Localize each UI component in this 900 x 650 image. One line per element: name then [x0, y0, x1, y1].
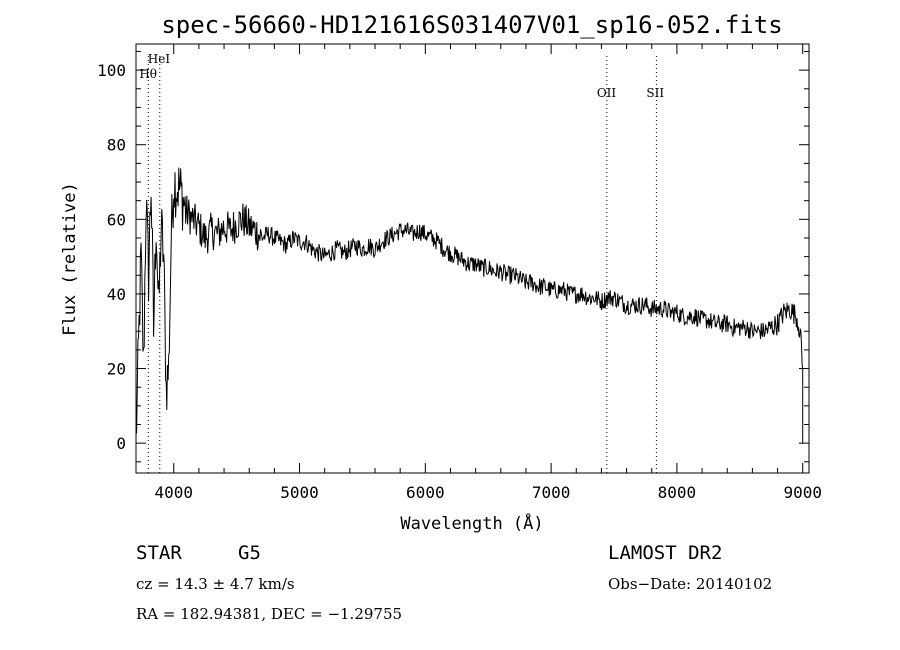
- axis-ticks: 4000 5000 6000 7000 8000 9000 0 20 40 60 80 100: [97, 44, 822, 502]
- survey-name: LAMOST DR2: [608, 542, 723, 564]
- line-label: Hθ: [139, 67, 157, 81]
- y-tick-label: 20: [107, 360, 126, 379]
- line-label: HeI: [148, 52, 171, 66]
- x-tick-label: 7000: [532, 483, 571, 502]
- coordinates: RA = 182.94381, DEC = −1.29755: [136, 605, 403, 623]
- x-tick-label: 5000: [280, 483, 319, 502]
- redshift-cz: cz = 14.3 ± 4.7 km/s: [136, 575, 295, 593]
- y-tick-label: 100: [97, 61, 126, 80]
- line-label: SII: [646, 86, 664, 100]
- object-class: STAR: [136, 542, 182, 564]
- plot-frame: [135, 43, 810, 474]
- y-tick-label: 40: [107, 285, 126, 304]
- line-label: OII: [597, 86, 617, 100]
- spectrum-line: [135, 167, 804, 444]
- obs-date: Obs−Date: 20140102: [608, 575, 773, 593]
- y-tick-label: 60: [107, 210, 126, 229]
- x-axis-label: Wavelength (Å): [400, 512, 543, 534]
- chart-title: spec-56660-HD121616S031407V01_sp16-052.f…: [161, 11, 782, 39]
- subclass: G5: [238, 542, 261, 564]
- x-tick-label: 9000: [783, 483, 822, 502]
- y-tick-label: 80: [107, 136, 126, 155]
- x-tick-label: 6000: [406, 483, 445, 502]
- x-tick-label: 8000: [658, 483, 697, 502]
- y-tick-label: 0: [116, 434, 126, 453]
- y-axis-label: Flux (relative): [60, 182, 80, 336]
- x-tick-label: 4000: [154, 483, 193, 502]
